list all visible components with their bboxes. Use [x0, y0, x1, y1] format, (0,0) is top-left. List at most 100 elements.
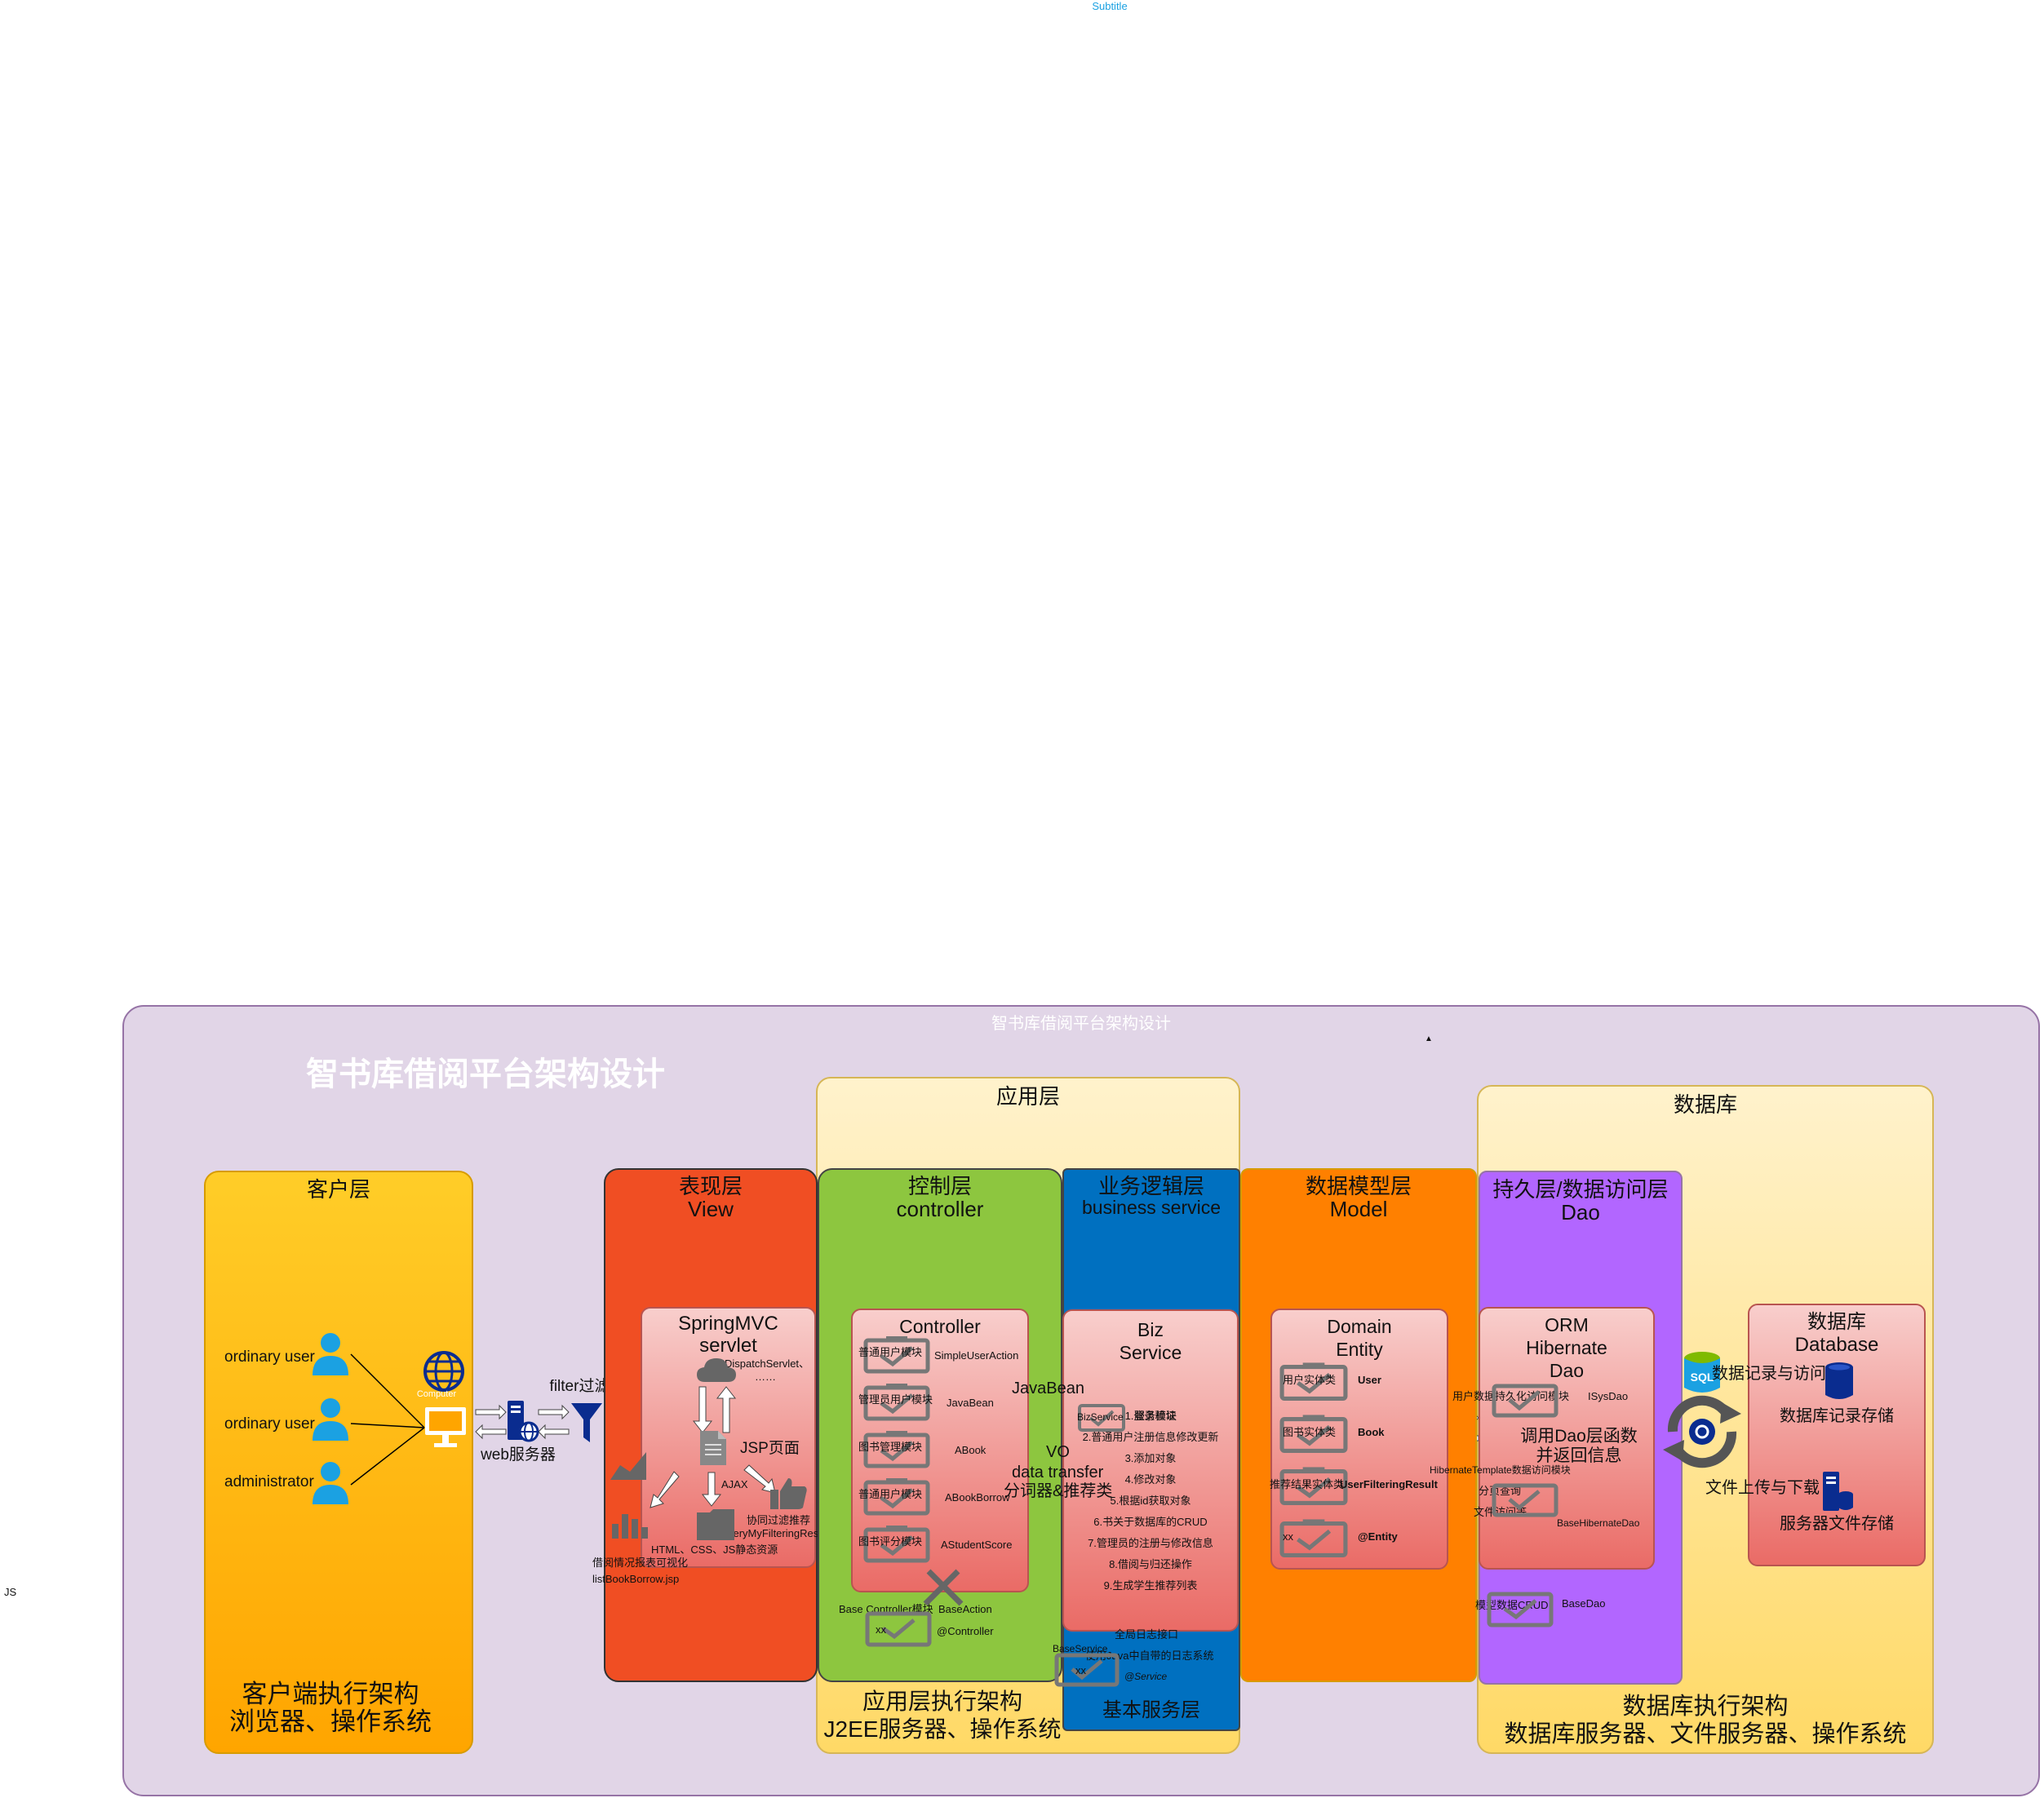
controller-module-label: 普通用户模块	[858, 1488, 923, 1500]
static-resources-label: HTML、CSS、JS静态资源	[651, 1543, 778, 1556]
module-check-icon	[863, 1478, 930, 1516]
subtitle: Subtitle	[1092, 0, 1128, 12]
module-check-icon	[863, 1384, 930, 1421]
biz-service-item: 4.修改对象	[1124, 1473, 1177, 1486]
user-icon	[313, 1398, 348, 1441]
biz-service-item: 5.根据id获取对象	[1110, 1495, 1191, 1507]
entity-name-label: xx	[1283, 1530, 1293, 1543]
springmvc-title: SpringMVC	[678, 1313, 778, 1335]
isysdao-label: ISysDao	[1588, 1390, 1629, 1402]
diagram-title: 智书库借阅平台架构设计	[306, 1056, 665, 1092]
user-label-2: ordinary user	[224, 1415, 315, 1433]
client-layer	[204, 1171, 473, 1754]
base-dao-icon	[1487, 1592, 1554, 1628]
base-service-label: BaseService	[1053, 1643, 1108, 1654]
app-footer-2: J2EE服务器、操作系统	[823, 1716, 1062, 1742]
web-server-label: web服务器	[481, 1446, 556, 1464]
client-footer-1: 客户端执行架构	[242, 1680, 419, 1708]
base-service-xx: xx	[1075, 1664, 1086, 1676]
db-footer-2: 数据库服务器、文件服务器、操作系统	[1504, 1721, 1907, 1747]
report-label: 借阅情况报表可视化	[592, 1557, 689, 1569]
filter-funnel-icon	[571, 1403, 602, 1442]
base-controller-xx: xx	[876, 1623, 886, 1636]
admin-icon	[313, 1462, 348, 1504]
entity-box-title-2: Entity	[1336, 1339, 1383, 1360]
thumbs-up-icon	[770, 1478, 807, 1509]
biz-module-icon	[1078, 1404, 1125, 1432]
biz-service-item: 7.管理员的注册与修改信息	[1088, 1537, 1213, 1549]
globe-icon	[423, 1351, 464, 1392]
entity-class-label: Book	[1358, 1426, 1385, 1438]
biz-box-title-2: Service	[1119, 1342, 1182, 1363]
persist-module-icon	[1492, 1384, 1558, 1418]
paging-label: 分页查询	[1479, 1485, 1522, 1497]
dispatch-label: DispatchServlet、	[725, 1357, 810, 1370]
base-dao-label: BaseDao	[1562, 1597, 1606, 1610]
computer-icon	[425, 1407, 466, 1447]
db-tier-title: 数据库	[1673, 1092, 1737, 1117]
base-controller-icon	[865, 1611, 932, 1647]
controller-module-class: JavaBean	[947, 1397, 994, 1409]
dao-layer-title: 持久层/数据访问层	[1492, 1177, 1669, 1202]
template-module-icon	[1492, 1483, 1558, 1517]
user-label-1: ordinary user	[224, 1348, 315, 1366]
app-tier-title: 应用层	[995, 1084, 1060, 1109]
report-page-label: listBookBorrow.jsp	[592, 1573, 680, 1585]
recommend-page-label: queryMyFilteringResult.jsp	[721, 1527, 847, 1539]
vo-label: VO	[1046, 1443, 1070, 1461]
database-box	[1748, 1304, 1926, 1566]
module-check-icon	[863, 1336, 930, 1374]
biz-service-item: 1.登录验证	[1124, 1410, 1177, 1422]
module-check-icon	[863, 1526, 930, 1563]
controller-module-class: AStudentScore	[941, 1539, 1013, 1551]
sync-icon	[1663, 1395, 1741, 1468]
bar-chart-icon	[612, 1514, 648, 1539]
db-footer-1: 数据库执行架构	[1622, 1694, 1789, 1720]
tools-icon	[923, 1569, 964, 1606]
controller-module-label: 普通用户模块	[858, 1346, 923, 1358]
module-check-icon	[1279, 1415, 1348, 1454]
controller-layer-subtitle: controller	[896, 1197, 984, 1221]
entity-class-label: @Entity	[1358, 1530, 1398, 1543]
controller-layer-title: 控制层	[907, 1174, 972, 1198]
base-service-icon	[1054, 1653, 1120, 1687]
web-server-icon	[508, 1401, 539, 1442]
base-service-footer: 基本服务层	[1102, 1699, 1200, 1721]
biz-service-item: 6.书关于数据库的CRUD	[1093, 1516, 1208, 1528]
biz-service-box	[1062, 1309, 1239, 1632]
user-label-3: administrator	[224, 1473, 314, 1490]
app-footer-1: 应用层执行架构	[862, 1689, 1022, 1714]
base-action-label: BaseAction	[938, 1603, 992, 1615]
entity-class-label: User	[1358, 1374, 1381, 1386]
caret-marker: ▲	[1425, 1034, 1433, 1043]
upload-download-label: 文件上传与下载	[1705, 1479, 1820, 1497]
biz-service-item: 2.普通用户注册信息修改更新	[1082, 1431, 1219, 1443]
orm-title-2: Hibernate	[1526, 1337, 1607, 1358]
controller-box-title: Controller	[899, 1316, 981, 1337]
controller-module-class: ABook	[955, 1444, 987, 1456]
controller-module-label: 图书管理模块	[858, 1441, 923, 1453]
sql-text: SQL	[1691, 1371, 1714, 1384]
module-check-icon	[1279, 1467, 1348, 1506]
log-label: 全局日志接口	[1115, 1628, 1179, 1641]
database-title-1: 数据库	[1807, 1311, 1866, 1333]
frame-title: 智书库借阅平台架构设计	[991, 1013, 1171, 1033]
module-check-icon	[1279, 1362, 1348, 1402]
orm-title-3: Dao	[1549, 1360, 1585, 1381]
module-check-icon	[1279, 1519, 1348, 1558]
controller-annotation: @Controller	[937, 1625, 994, 1637]
js-label: JS	[4, 1586, 17, 1598]
db-cylinder-icon	[1825, 1362, 1853, 1399]
client-footer-2: 浏览器、操作系统	[229, 1707, 432, 1736]
orm-box	[1479, 1307, 1655, 1570]
controller-module-label: 管理员用户模块	[858, 1393, 933, 1406]
call-dao-label-2: 并返回信息	[1536, 1446, 1622, 1465]
biz-layer-subtitle: business service	[1081, 1197, 1222, 1218]
document-icon	[700, 1431, 726, 1465]
view-layer-subtitle: View	[688, 1197, 734, 1221]
biz-module-label: BizService	[1077, 1411, 1124, 1423]
entity-class-label: UserFilteringResult	[1340, 1478, 1438, 1490]
entity-name-label: 图书实体类	[1283, 1426, 1337, 1438]
